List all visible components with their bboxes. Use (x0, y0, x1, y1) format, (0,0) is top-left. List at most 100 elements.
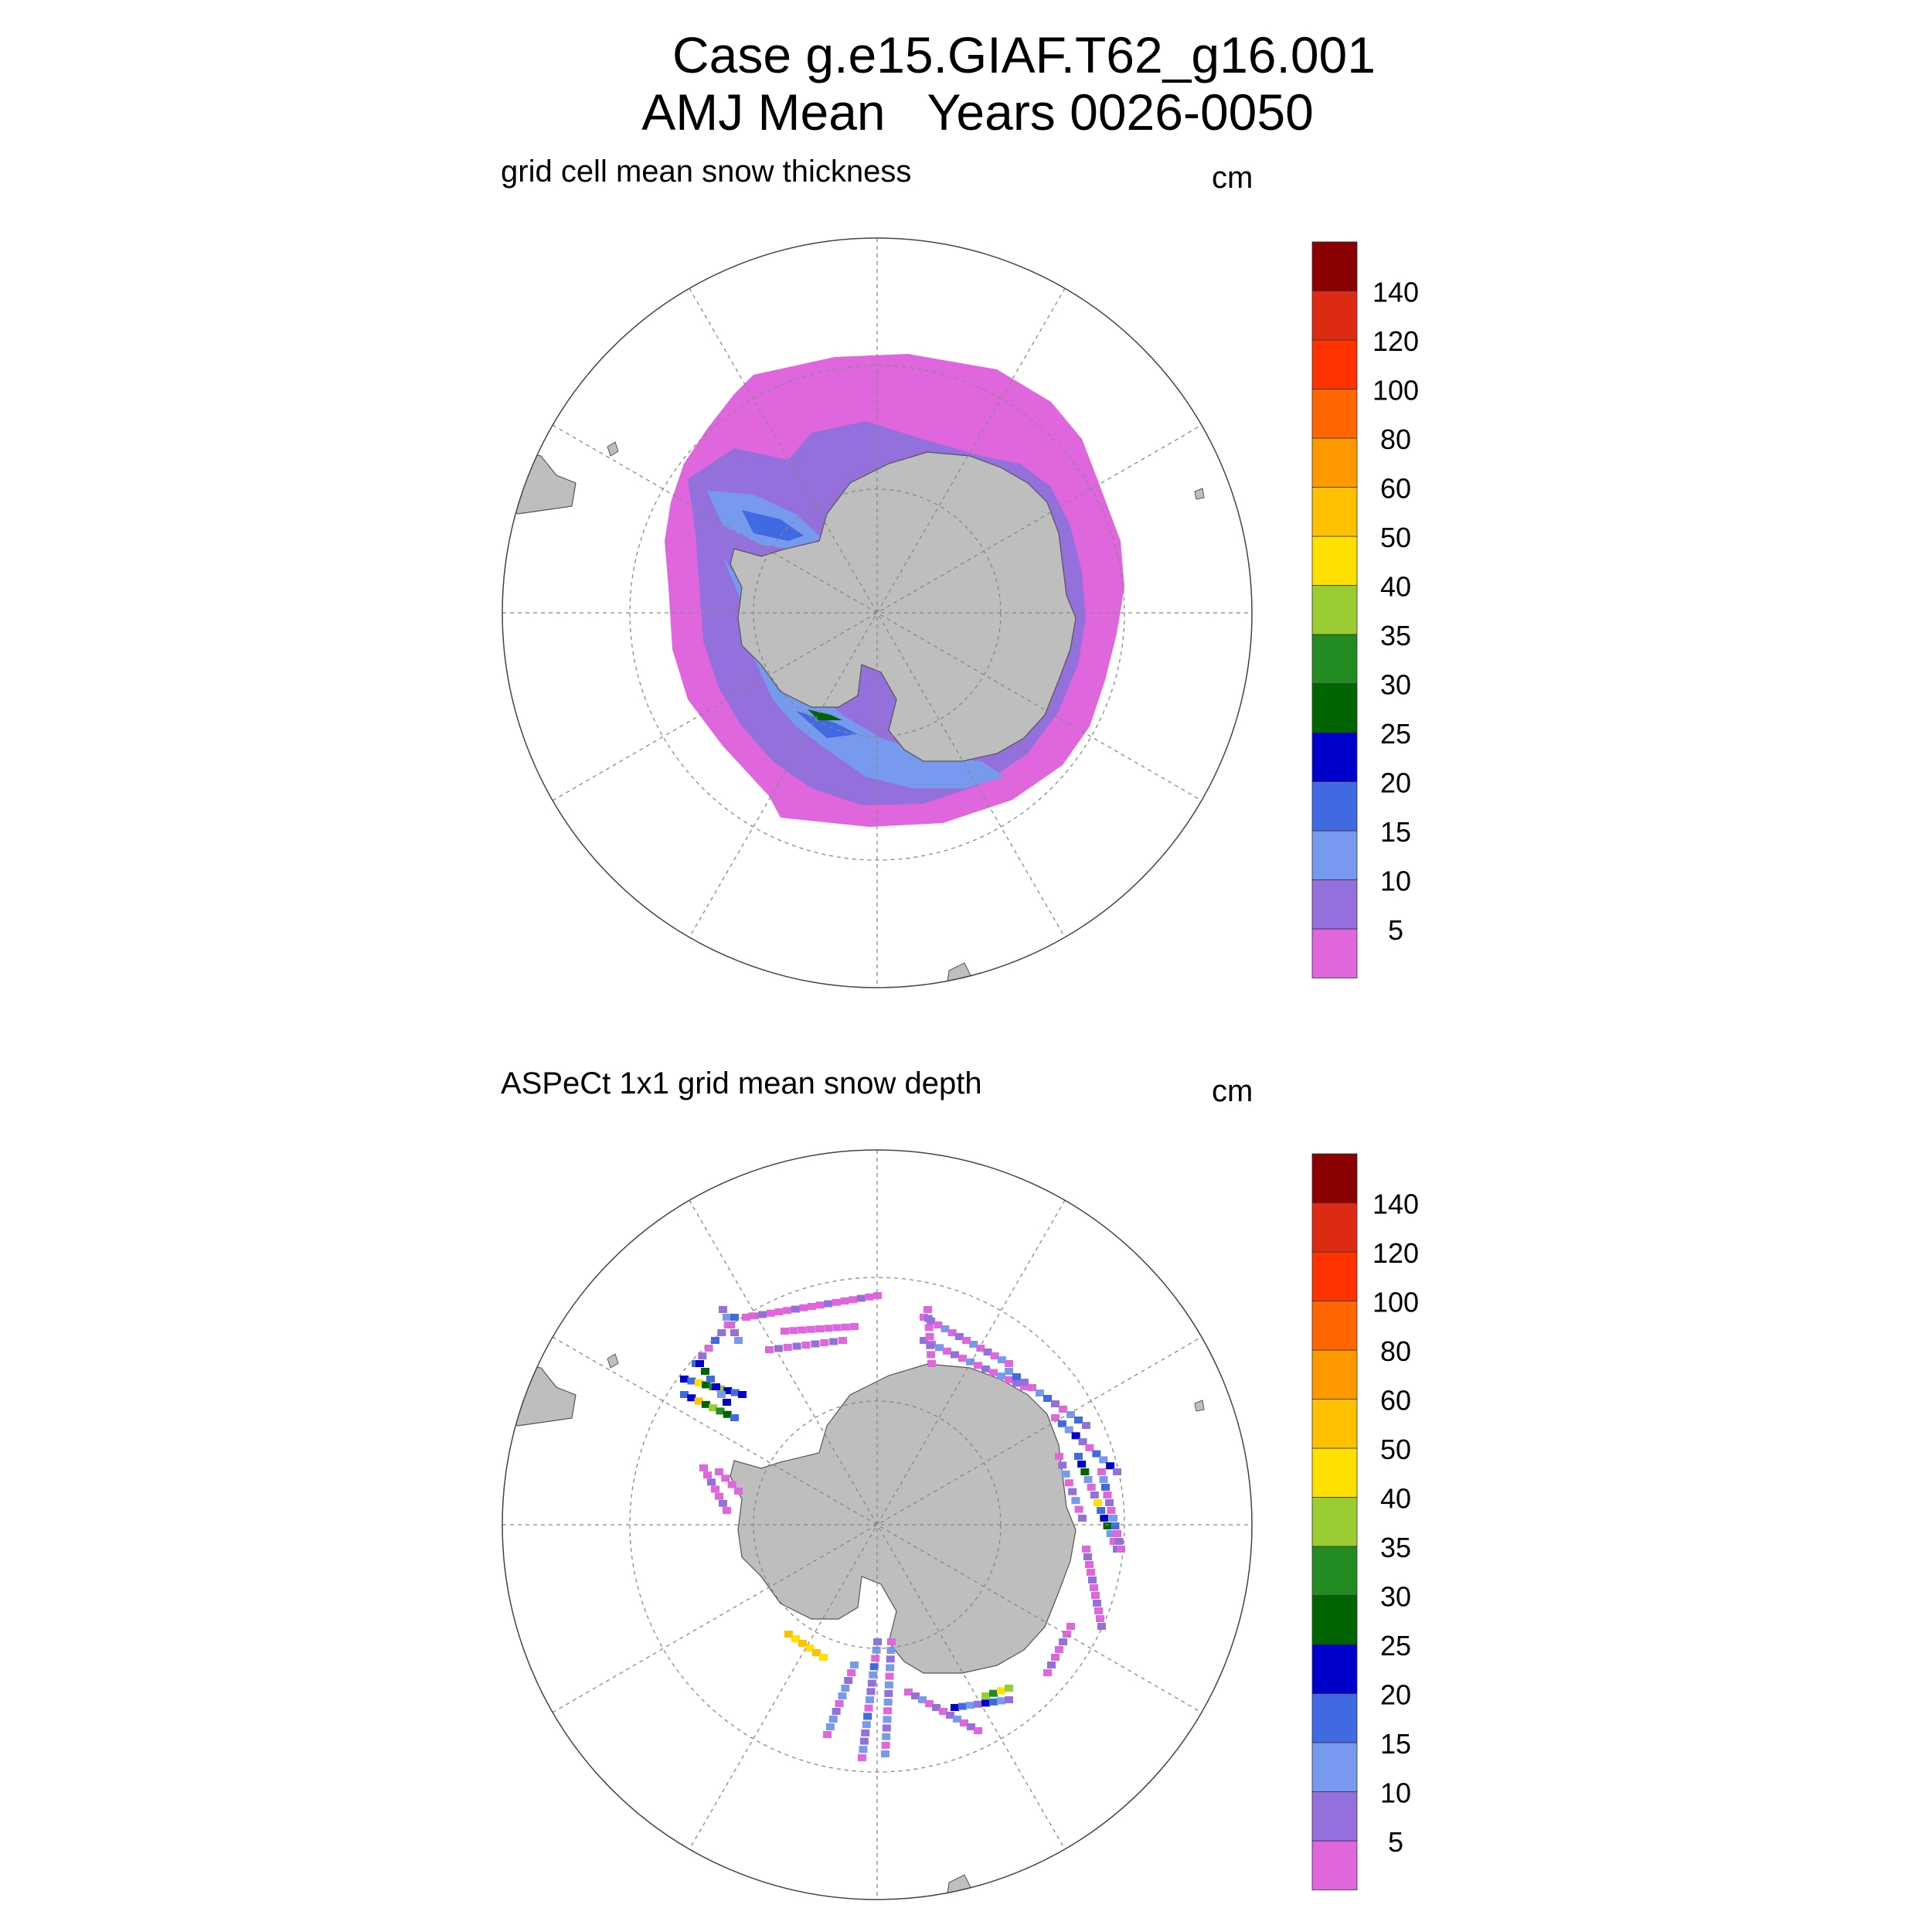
obs-cell (774, 1308, 784, 1315)
colorbar-swatch (1311, 291, 1358, 341)
colorbar-swatch (1311, 1840, 1358, 1890)
colorbar-swatch (1311, 1595, 1358, 1645)
colorbar-swatch (1311, 1301, 1358, 1351)
obs-cell (1020, 1379, 1029, 1386)
colorbar-tick-label: 35 (1380, 620, 1411, 651)
obs-cell (734, 1337, 743, 1344)
colorbar-tick-label: 80 (1380, 423, 1411, 455)
obs-cell (815, 1325, 824, 1332)
obs-cell (1090, 1492, 1099, 1498)
obs-cell (1097, 1623, 1106, 1630)
colorbar-tick-label: 15 (1380, 1728, 1411, 1760)
colorbar-swatch (1311, 683, 1358, 733)
colorbar-tick-label: 140 (1372, 1189, 1419, 1220)
colorbar-tick-label: 15 (1380, 816, 1411, 848)
colorbar-swatch (1311, 1546, 1358, 1596)
obs-cell (838, 1692, 847, 1699)
colorbar-swatch (1311, 781, 1358, 832)
obs-cell (932, 1704, 940, 1711)
colorbar-tick-label: 100 (1372, 1287, 1419, 1318)
island (607, 1353, 619, 1369)
obs-cell (1091, 1592, 1100, 1599)
obs-cell (1097, 1507, 1106, 1514)
obs-cell (1099, 1456, 1108, 1464)
obs-cell (703, 1471, 712, 1479)
obs-cell (1105, 1499, 1114, 1506)
obs-cell (935, 1344, 944, 1352)
obs-cell (926, 1342, 935, 1349)
obs-cell (923, 1306, 932, 1313)
colorbar-swatch (1311, 1202, 1358, 1253)
obs-cell (723, 1399, 731, 1406)
island (607, 441, 619, 457)
colorbar-tick-label: 140 (1372, 277, 1419, 308)
colorbar-swatch (1311, 1742, 1358, 1792)
obs-cell (989, 1698, 998, 1706)
obs-cell (1055, 1453, 1063, 1460)
panel-obs-title: ASPeCt 1x1 grid mean snow depth (501, 1066, 982, 1100)
obs-cell (841, 1685, 850, 1692)
obs-cell (924, 1324, 934, 1332)
obs-cell (723, 1321, 733, 1328)
obs-cell (1077, 1461, 1087, 1468)
obs-cell (989, 1689, 998, 1697)
colorbar-swatch (1311, 1693, 1358, 1743)
obs-cell (882, 1733, 891, 1740)
obs-cell (798, 1640, 807, 1647)
obs-cell (946, 1712, 954, 1719)
obs-cell (923, 1315, 933, 1322)
obs-cell (934, 1321, 943, 1328)
obs-cell (702, 1381, 711, 1389)
obs-cell (1087, 1484, 1096, 1491)
obs-cell (869, 1671, 878, 1679)
map-boundary-obs (502, 1149, 1253, 1900)
obs-cell (838, 1337, 847, 1344)
obs-cell (711, 1337, 719, 1344)
obs-cell (1094, 1499, 1102, 1506)
colorbar-swatch (1311, 1447, 1358, 1498)
obs-cell (717, 1329, 726, 1336)
obs-cell (840, 1298, 849, 1304)
obs-cell (881, 1741, 890, 1749)
south-america-land (502, 447, 577, 515)
obs-cell (1097, 1468, 1106, 1475)
colorbar-tick-label: 35 (1380, 1532, 1411, 1563)
obs-cell (1051, 1414, 1060, 1421)
colorbar-tick-label: 120 (1372, 325, 1419, 357)
colorbar-swatch (1311, 1497, 1358, 1547)
colorbar-swatch (1311, 339, 1358, 389)
obs-cell (1090, 1584, 1098, 1591)
obs-cell (829, 1338, 838, 1345)
colorbar-tick-label: 30 (1380, 669, 1411, 701)
obs-cell (873, 1638, 882, 1645)
obs-cell (723, 1410, 732, 1418)
obs-cell (1099, 1476, 1108, 1483)
obs-cell (687, 1394, 696, 1402)
obs-cell (1064, 1426, 1073, 1434)
colorbar-tick-label: 100 (1372, 375, 1419, 406)
obs-cell (997, 1356, 1006, 1363)
obs-cell (1085, 1444, 1094, 1451)
colorbar-tick-label: 20 (1380, 767, 1411, 799)
obs-cell (1068, 1488, 1077, 1495)
obs-cell (766, 1309, 775, 1317)
colorbar-model: 5 10 15 20 25 30 35 40 50 60 80 100 120 140 (1311, 241, 1419, 978)
obs-cell (967, 1723, 975, 1730)
obs-cell (1088, 1577, 1097, 1583)
obs-cell (801, 1342, 811, 1349)
obs-cell (717, 1391, 726, 1398)
obs-cell (844, 1677, 853, 1684)
obs-cell (784, 1631, 793, 1638)
obs-cell (943, 1347, 951, 1355)
obs-cell (791, 1635, 800, 1642)
colorbar-swatch (1311, 634, 1358, 684)
antarctica-land (730, 451, 1077, 762)
obs-cell (958, 1355, 967, 1362)
obs-cell (886, 1647, 896, 1655)
obs-cell (723, 1314, 731, 1321)
obs-cell (1101, 1484, 1110, 1491)
obs-cell (709, 1404, 718, 1412)
obs-cell (847, 1669, 856, 1676)
obs-cell (792, 1342, 801, 1350)
island (947, 1874, 971, 1899)
